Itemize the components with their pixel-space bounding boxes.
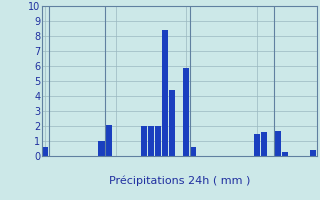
Bar <box>310 150 316 156</box>
Bar <box>275 130 281 156</box>
X-axis label: Précipitations 24h ( mm ): Précipitations 24h ( mm ) <box>108 175 250 186</box>
Bar <box>282 152 288 156</box>
Bar <box>261 132 267 156</box>
Bar <box>183 68 189 156</box>
Bar <box>148 126 154 156</box>
Bar <box>106 124 112 156</box>
Bar <box>190 147 196 156</box>
Bar <box>169 90 175 156</box>
Bar <box>42 147 48 156</box>
Bar <box>155 126 161 156</box>
Bar <box>99 141 105 156</box>
Bar <box>141 126 147 156</box>
Bar <box>254 134 260 156</box>
Bar <box>162 30 168 156</box>
